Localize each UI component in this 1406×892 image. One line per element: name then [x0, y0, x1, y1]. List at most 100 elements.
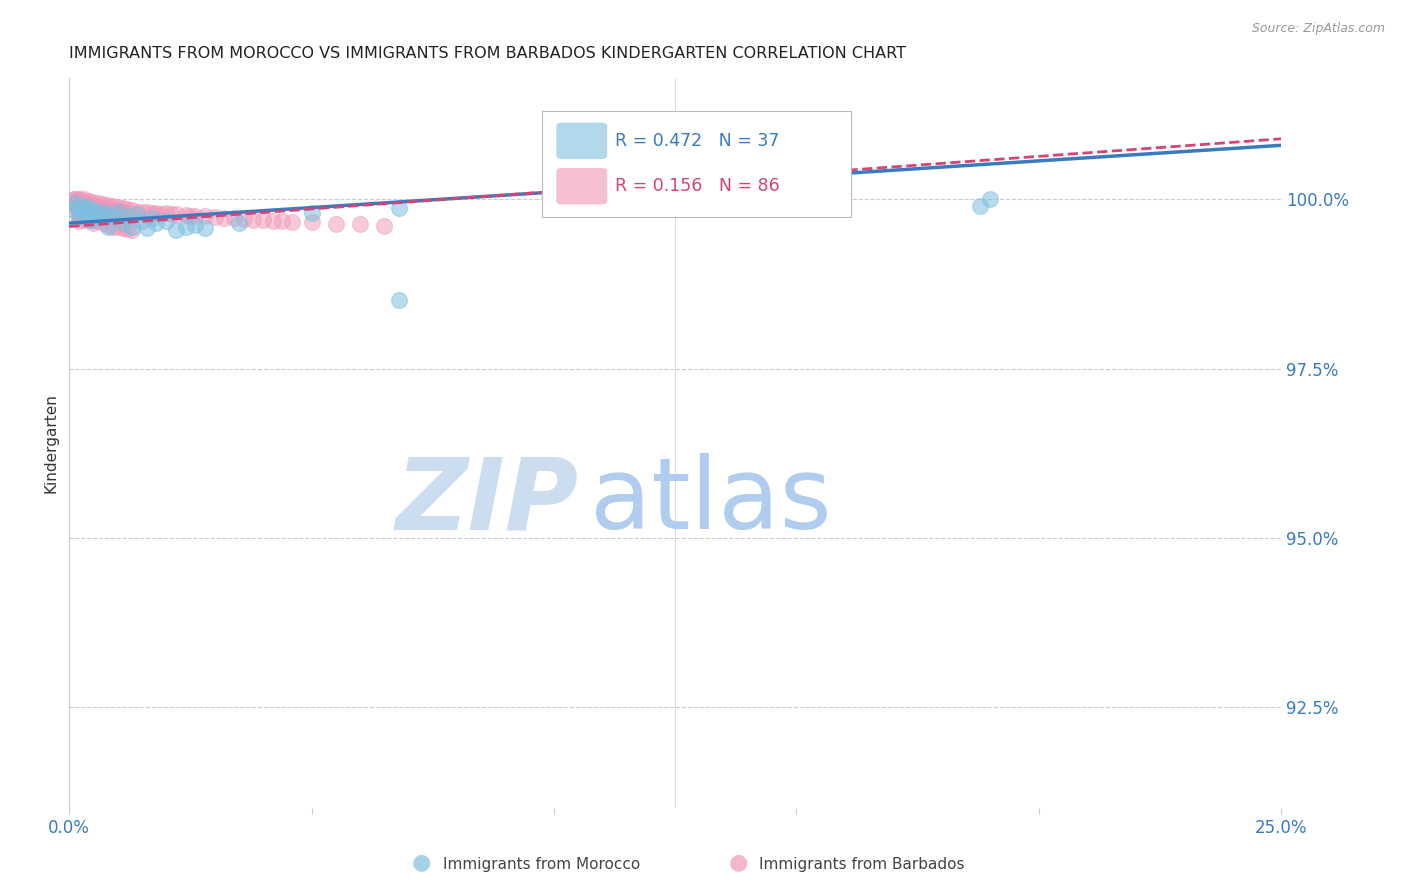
- Text: ZIP: ZIP: [395, 453, 578, 550]
- Y-axis label: Kindergarten: Kindergarten: [44, 393, 58, 493]
- Point: [63, 193, 86, 207]
- Point: [101, 219, 124, 234]
- Point: [67, 214, 90, 228]
- Point: [145, 216, 167, 230]
- Point: [87, 199, 110, 213]
- Point: [97, 201, 120, 215]
- Point: [184, 209, 207, 223]
- Point: [73, 212, 96, 227]
- Point: [87, 210, 110, 224]
- Point: [325, 217, 347, 231]
- Point: [73, 206, 96, 220]
- Point: [262, 214, 284, 228]
- Point: [87, 214, 110, 228]
- FancyBboxPatch shape: [557, 168, 607, 204]
- Point: [91, 197, 114, 211]
- Point: [111, 201, 134, 215]
- Point: [82, 195, 104, 210]
- Point: [121, 223, 143, 237]
- Point: [150, 207, 173, 221]
- Point: [77, 194, 100, 208]
- Point: [232, 212, 254, 227]
- FancyBboxPatch shape: [557, 122, 607, 159]
- Point: [87, 195, 110, 210]
- Text: Source: ZipAtlas.com: Source: ZipAtlas.com: [1251, 22, 1385, 36]
- Point: [82, 198, 104, 212]
- Point: [67, 193, 90, 207]
- Point: [67, 198, 90, 212]
- Point: [97, 207, 120, 221]
- Point: [67, 207, 90, 221]
- Point: [131, 205, 153, 219]
- Point: [97, 198, 120, 212]
- Point: [174, 208, 197, 222]
- Point: [97, 218, 120, 232]
- Point: [63, 195, 86, 210]
- Point: [121, 219, 143, 234]
- Point: [63, 193, 86, 207]
- Point: [82, 216, 104, 230]
- Point: [87, 206, 110, 220]
- Point: [349, 218, 371, 232]
- Text: ●: ●: [728, 853, 748, 872]
- Point: [73, 199, 96, 213]
- Point: [73, 206, 96, 220]
- Point: [131, 214, 153, 228]
- Point: [281, 215, 304, 229]
- Point: [174, 219, 197, 234]
- Point: [179, 209, 201, 223]
- Point: [155, 214, 177, 228]
- Point: [145, 206, 167, 220]
- Point: [107, 204, 129, 219]
- Point: [67, 211, 90, 226]
- Point: [301, 206, 323, 220]
- Point: [107, 219, 129, 234]
- Point: [214, 211, 236, 225]
- Point: [73, 199, 96, 213]
- Point: [127, 207, 149, 221]
- Point: [73, 196, 96, 211]
- Point: [194, 220, 217, 235]
- Point: [67, 195, 90, 210]
- Point: [91, 204, 114, 219]
- Point: [979, 193, 1001, 207]
- Point: [63, 195, 86, 210]
- Point: [91, 216, 114, 230]
- Point: [63, 199, 86, 213]
- Text: Immigrants from Barbados: Immigrants from Barbados: [759, 857, 965, 872]
- Point: [73, 210, 96, 224]
- Point: [67, 199, 90, 213]
- Point: [155, 206, 177, 220]
- Text: IMMIGRANTS FROM MOROCCO VS IMMIGRANTS FROM BARBADOS KINDERGARTEN CORRELATION CHA: IMMIGRANTS FROM MOROCCO VS IMMIGRANTS FR…: [69, 46, 907, 62]
- Point: [117, 222, 139, 236]
- Point: [271, 214, 294, 228]
- Point: [77, 201, 100, 215]
- Point: [73, 193, 96, 207]
- Point: [63, 194, 86, 208]
- Point: [165, 207, 187, 221]
- Point: [82, 212, 104, 227]
- Point: [141, 206, 163, 220]
- Point: [82, 204, 104, 219]
- Point: [67, 210, 90, 224]
- Point: [77, 199, 100, 213]
- Point: [184, 218, 207, 232]
- Point: [388, 293, 411, 307]
- Point: [117, 210, 139, 224]
- Point: [77, 196, 100, 211]
- Point: [107, 203, 129, 218]
- Point: [101, 202, 124, 217]
- Point: [101, 199, 124, 213]
- Point: [228, 216, 250, 230]
- Point: [107, 200, 129, 214]
- Point: [127, 204, 149, 219]
- Text: R = 0.156   N = 86: R = 0.156 N = 86: [614, 178, 779, 195]
- Point: [222, 211, 245, 226]
- Point: [301, 215, 323, 229]
- Point: [117, 206, 139, 220]
- Point: [77, 212, 100, 227]
- Point: [160, 207, 183, 221]
- FancyBboxPatch shape: [541, 111, 851, 217]
- Point: [121, 203, 143, 218]
- Point: [117, 202, 139, 216]
